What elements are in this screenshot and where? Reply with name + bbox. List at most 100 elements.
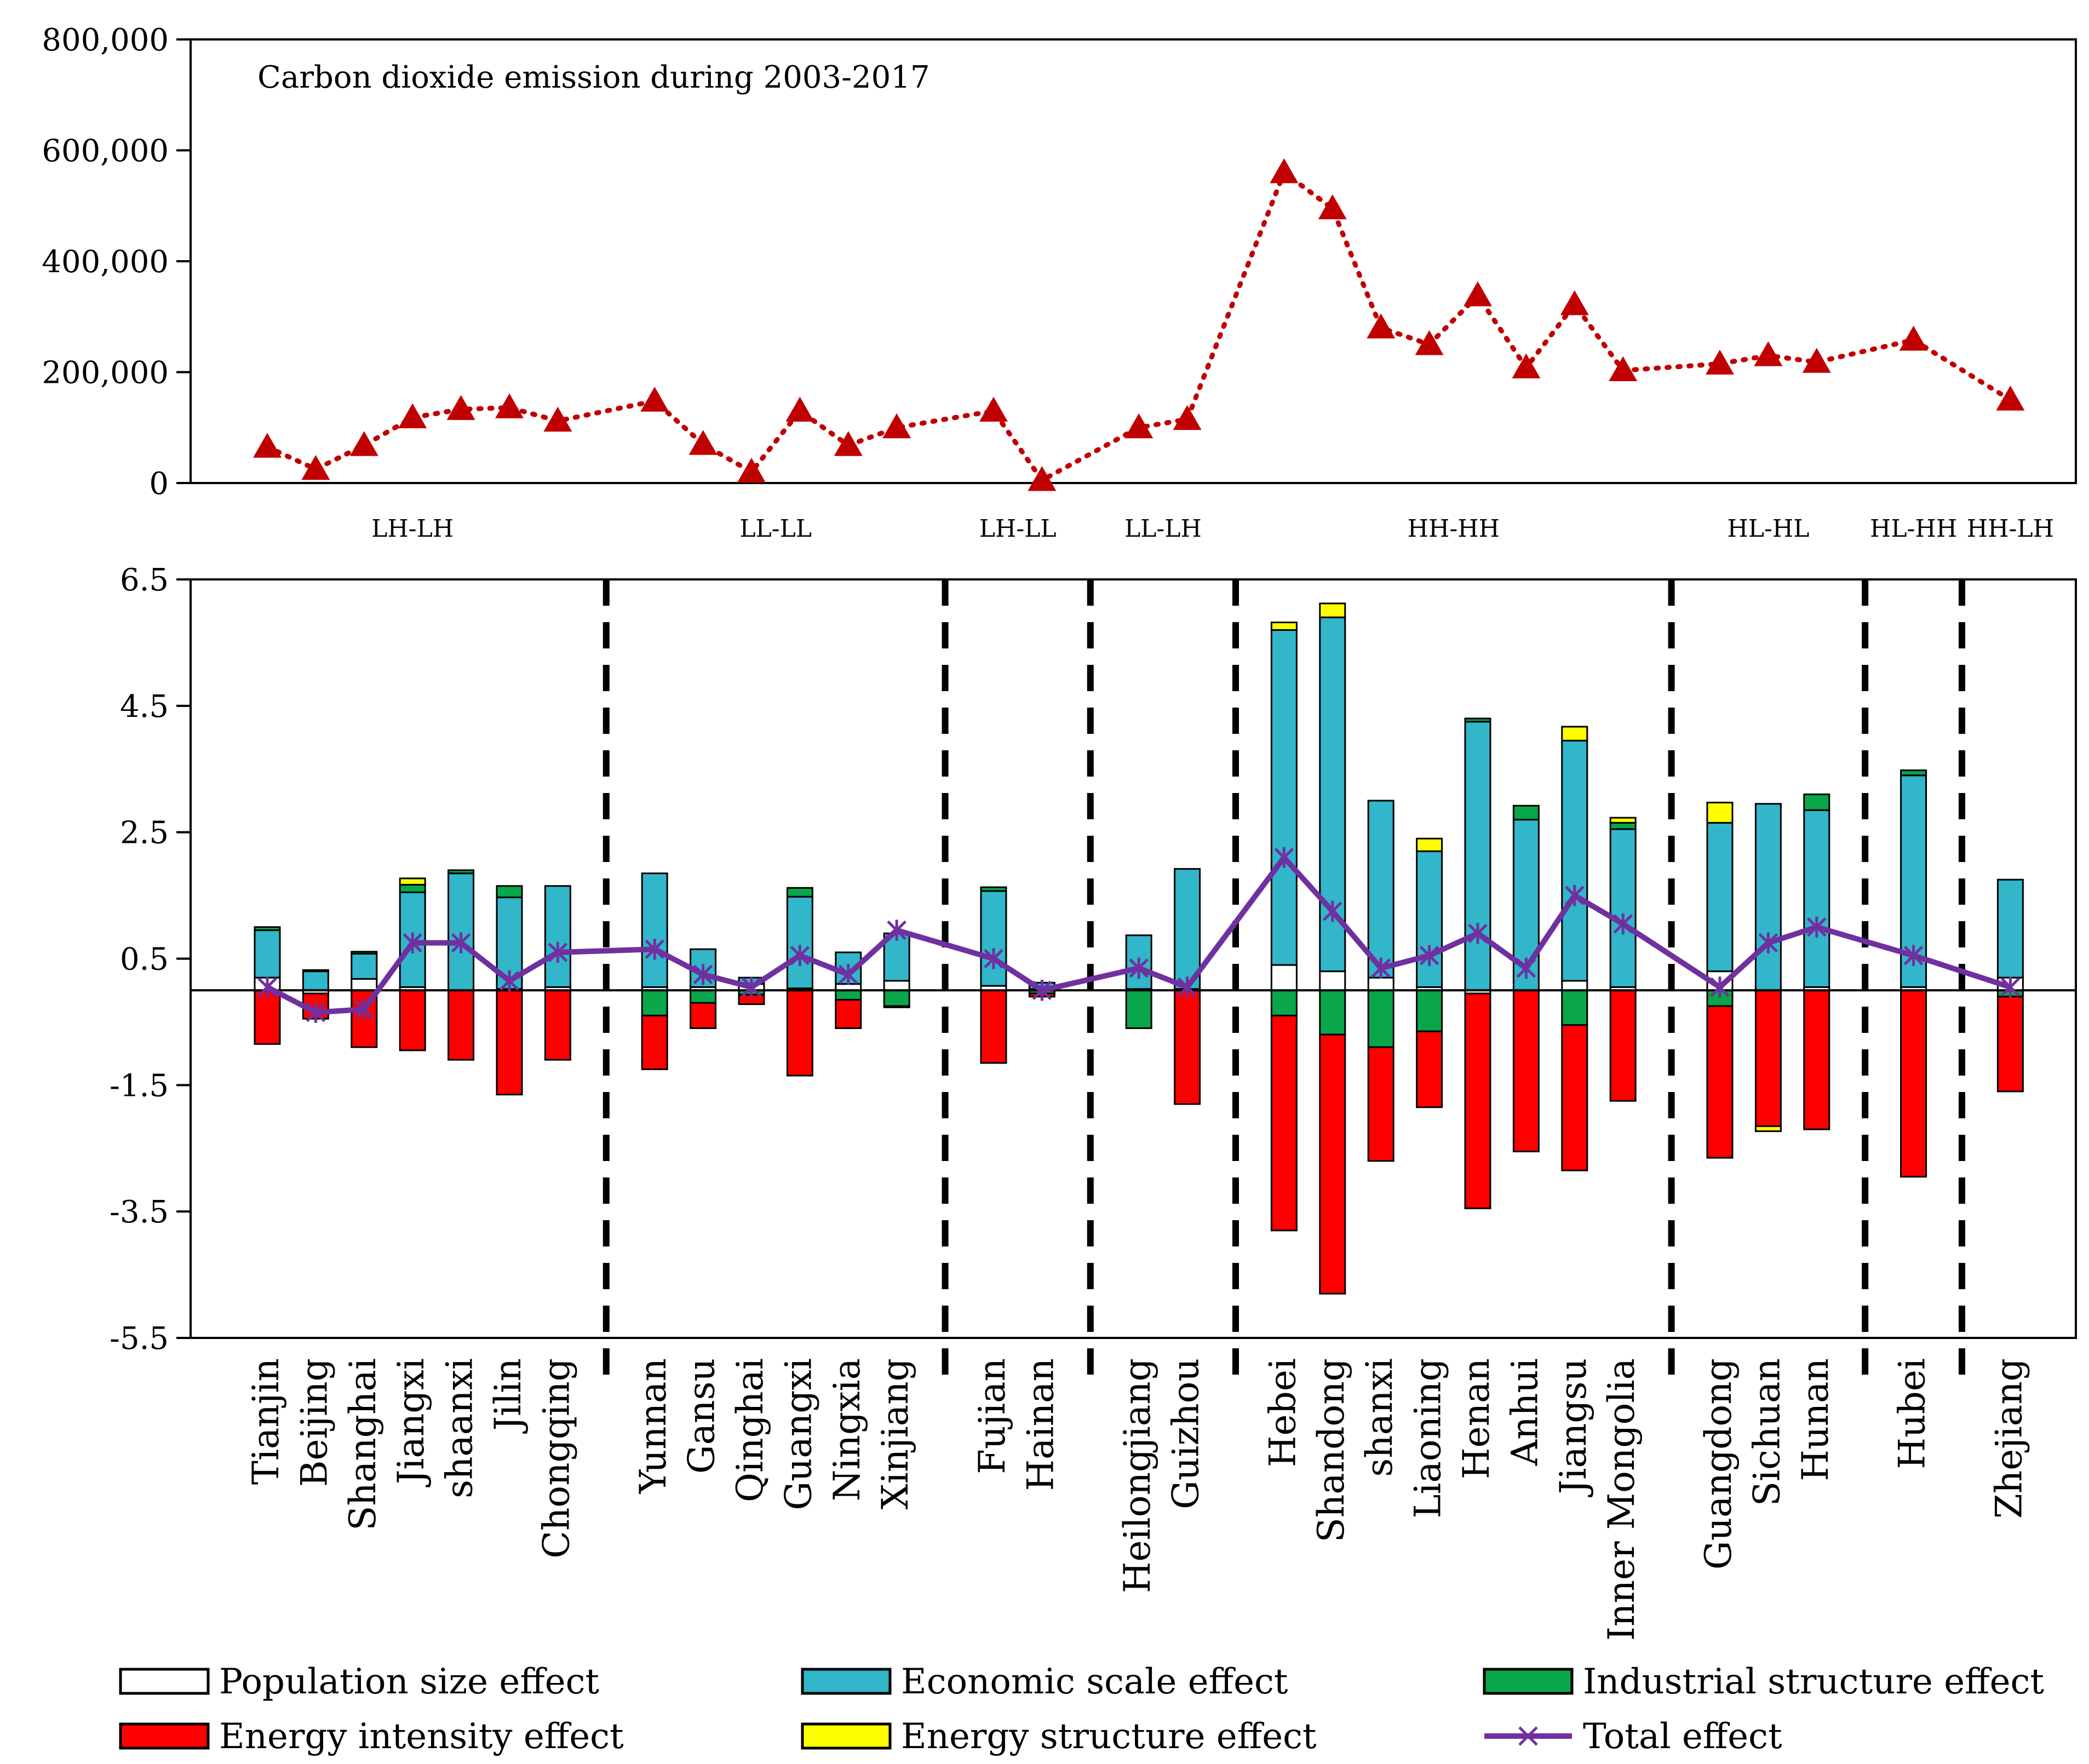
total-marker-inner-mongolia xyxy=(1613,913,1633,935)
group-label-lh-lh: LH-LH xyxy=(371,515,454,543)
decomposition-bar-chart: LH-LH LL-LL LH-LL LL-LH HH-HH HL-HL HL-HH HH-LH… xyxy=(110,515,2077,1641)
category-label-guizhou: Guizhou xyxy=(1165,1358,1207,1509)
category-label-qinghai: Qinghai xyxy=(729,1358,771,1502)
category-label-hainan: Hainan xyxy=(1019,1358,1061,1491)
bar-heilongjiang-industrial-structure-effect xyxy=(1125,989,1152,1029)
category-label-inner-mongolia: Inner Mongolia xyxy=(1600,1358,1643,1641)
bar-guangdong-energy-intensity-effect xyxy=(1706,1005,1734,1159)
bar-shandong-population-size-effect xyxy=(1319,970,1346,991)
legend-label-energy-intensity-effect: Energy intensity effect xyxy=(219,1716,624,1757)
emission-marker-shanxi xyxy=(1367,313,1396,338)
bar-sichuan-energy-structure-effect xyxy=(1754,1125,1782,1133)
category-label-chongqing: Chongqing xyxy=(535,1358,577,1559)
bar-jilin-industrial-structure-effect xyxy=(496,885,523,899)
bar-chongqing-economic-scale-effect xyxy=(544,885,571,988)
emission-marker-fujian xyxy=(979,397,1008,422)
bar-fujian-economic-scale-effect xyxy=(980,890,1007,987)
total-marker-heilongjiang xyxy=(1129,957,1149,979)
bar-shanghai-industrial-structure-effect xyxy=(351,951,378,955)
top-y-tick-label: 400,000 xyxy=(42,244,169,280)
bottom-y-tick-label: -1.5 xyxy=(110,1068,169,1104)
category-label-ningxia: Ningxia xyxy=(826,1358,868,1501)
total-marker-chongqing xyxy=(548,941,568,963)
bar-gansu-industrial-structure-effect xyxy=(690,989,717,1004)
bar-tianjin-energy-intensity-effect xyxy=(254,989,281,1045)
bar-hebei-energy-intensity-effect xyxy=(1270,1014,1298,1232)
emission-marker-sichuan xyxy=(1754,341,1783,366)
emission-marker-zhejiang xyxy=(1996,386,2025,411)
bar-jiangxi-energy-intensity-effect xyxy=(399,989,426,1051)
emission-marker-ningxia xyxy=(834,431,863,456)
bar-xinjiang-industrial-structure-effect xyxy=(883,989,910,1007)
bar-henan-economic-scale-effect xyxy=(1464,721,1491,991)
bar-guangdong-energy-structure-effect xyxy=(1706,801,1734,824)
category-label-shaanxi: shaanxi xyxy=(439,1358,481,1498)
emission-marker-tianjin xyxy=(253,433,282,458)
bar-shaanxi-energy-intensity-effect xyxy=(447,989,475,1061)
bar-guizhou-energy-intensity-effect xyxy=(1174,989,1201,1105)
bar-shanxi-population-size-effect xyxy=(1367,976,1394,991)
total-marker-guizhou xyxy=(1177,976,1197,998)
legend-label-industrial-structure-effect: Industrial structure effect xyxy=(1583,1662,2044,1702)
bar-zhejiang-economic-scale-effect xyxy=(1996,878,2024,979)
bottom-y-tick-label: -5.5 xyxy=(110,1321,169,1357)
bar-shaanxi-economic-scale-effect xyxy=(447,872,475,991)
group-label-lh-ll: LH-LL xyxy=(979,515,1057,543)
bottom-y-tick-label: 2.5 xyxy=(120,815,169,851)
legend-label-energy-structure-effect: Energy structure effect xyxy=(901,1716,1317,1757)
bar-shanxi-energy-intensity-effect xyxy=(1367,1046,1394,1162)
bar-jiangxi-economic-scale-effect xyxy=(399,891,426,988)
total-marker-gansu xyxy=(693,964,713,985)
bar-inner-mongolia-energy-structure-effect xyxy=(1609,817,1637,824)
legend-label-economic-scale-effect: Economic scale effect xyxy=(901,1662,1288,1702)
legend-label-total-effect: Total effect xyxy=(1583,1716,1782,1757)
top-y-axis: 0 200,000 400,000 600,000 800,000 xyxy=(42,22,191,502)
emission-marker-hainan xyxy=(1028,466,1057,491)
bar-jiangxi-energy-structure-effect xyxy=(399,877,426,886)
category-label-anhui: Anhui xyxy=(1503,1358,1546,1466)
category-label-zhejiang: Zhejiang xyxy=(1988,1358,2030,1519)
bottom-y-tick-label: 4.5 xyxy=(120,689,169,725)
bar-hunan-energy-intensity-effect xyxy=(1803,989,1830,1130)
category-label-xinjiang: Xinjiang xyxy=(874,1358,916,1509)
emission-marker-shanghai xyxy=(349,431,378,456)
bar-hebei-industrial-structure-effect xyxy=(1270,989,1298,1016)
total-marker-jiangsu xyxy=(1565,884,1585,906)
bar-jiangsu-population-size-effect xyxy=(1561,980,1588,991)
bar-shanghai-economic-scale-effect xyxy=(351,952,378,980)
emission-marker-jiangsu xyxy=(1560,290,1589,315)
category-label-sichuan: Sichuan xyxy=(1746,1358,1788,1506)
bar-gansu-energy-intensity-effect xyxy=(690,1002,717,1029)
legend-swatch-energy-structure-effect xyxy=(801,1722,892,1750)
total-effect-series xyxy=(257,847,2021,1023)
bar-shandong-industrial-structure-effect xyxy=(1319,989,1346,1036)
legend-swatch-energy-intensity-effect xyxy=(119,1722,210,1750)
bottom-y-tick-label: 6.5 xyxy=(120,562,169,598)
emission-marker-heilongjiang xyxy=(1124,413,1153,439)
top-y-tick-label: 0 xyxy=(149,466,169,502)
top-y-tick-label: 600,000 xyxy=(42,134,169,169)
total-marker-guangdong xyxy=(1710,976,1730,998)
bar-xinjiang-energy-intensity-effect xyxy=(883,1005,910,1008)
category-label-gansu: Gansu xyxy=(681,1358,723,1474)
total-marker-shanghai xyxy=(354,998,374,1020)
bar-sichuan-economic-scale-effect xyxy=(1754,803,1782,991)
total-marker-shanxi xyxy=(1371,957,1391,979)
total-marker-hubei xyxy=(1903,945,1924,966)
category-label-shandong: Shandong xyxy=(1310,1358,1352,1542)
bar-liaoning-economic-scale-effect xyxy=(1416,850,1443,988)
category-label-jiangxi: Jiangxi xyxy=(390,1358,432,1487)
bar-shanghai-population-size-effect xyxy=(351,978,378,991)
x-axis-category-labels: Tianjin Beijing Shanghai Jiangxi shaanxi Jili… xyxy=(245,1358,2030,1641)
legend-swatch-industrial-structure-effect xyxy=(1483,1668,1574,1695)
bar-guangxi-industrial-structure-effect xyxy=(786,887,813,898)
bar-yunnan-economic-scale-effect xyxy=(641,872,668,988)
bar-guangxi-economic-scale-effect xyxy=(786,895,813,990)
legend-swatch-population-size-effect xyxy=(119,1668,210,1695)
bar-tianjin-economic-scale-effect xyxy=(254,929,281,979)
total-marker-shaanxi xyxy=(451,932,471,953)
group-label-ll-lh: LL-LH xyxy=(1124,515,1202,543)
total-marker-qinghai xyxy=(742,976,761,998)
emission-marker-qinghai xyxy=(737,457,766,483)
